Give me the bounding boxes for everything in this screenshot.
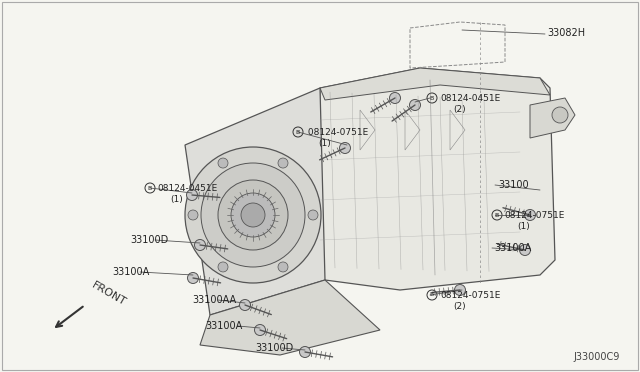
- Text: 33100D: 33100D: [130, 235, 168, 245]
- Text: (1): (1): [517, 221, 530, 231]
- Text: (2): (2): [453, 301, 466, 311]
- Circle shape: [188, 210, 198, 220]
- Polygon shape: [315, 68, 555, 290]
- Circle shape: [241, 203, 265, 227]
- Circle shape: [390, 93, 401, 103]
- Polygon shape: [320, 68, 550, 100]
- Circle shape: [339, 142, 351, 154]
- Circle shape: [552, 107, 568, 123]
- Text: 33100A: 33100A: [494, 243, 531, 253]
- Text: 33100D: 33100D: [255, 343, 293, 353]
- Circle shape: [201, 163, 305, 267]
- Circle shape: [410, 99, 420, 110]
- Text: (2): (2): [453, 105, 466, 113]
- Text: 08124-0451E: 08124-0451E: [157, 183, 217, 192]
- Circle shape: [218, 158, 228, 168]
- Circle shape: [300, 346, 310, 357]
- Text: J33000C9: J33000C9: [573, 352, 620, 362]
- Circle shape: [278, 158, 288, 168]
- Circle shape: [308, 210, 318, 220]
- Text: (1): (1): [318, 138, 331, 148]
- Text: 33100: 33100: [498, 180, 529, 190]
- Text: FRONT: FRONT: [90, 280, 128, 308]
- Circle shape: [454, 285, 465, 295]
- Circle shape: [195, 240, 205, 250]
- Text: 08124-0751E: 08124-0751E: [440, 291, 500, 299]
- Text: B: B: [430, 96, 434, 100]
- Circle shape: [520, 244, 531, 256]
- Text: B: B: [148, 186, 152, 190]
- Polygon shape: [530, 98, 575, 138]
- Circle shape: [525, 209, 536, 221]
- Polygon shape: [185, 88, 325, 315]
- Polygon shape: [200, 280, 380, 355]
- Text: B: B: [495, 212, 499, 218]
- Text: B: B: [430, 292, 434, 298]
- Circle shape: [218, 180, 288, 250]
- Text: (1): (1): [170, 195, 183, 203]
- Circle shape: [218, 262, 228, 272]
- Circle shape: [185, 147, 321, 283]
- Text: 33100AA: 33100AA: [192, 295, 236, 305]
- Text: 08124-0751E: 08124-0751E: [504, 211, 564, 219]
- Text: B: B: [296, 129, 300, 135]
- Text: 33100A: 33100A: [205, 321, 243, 331]
- Circle shape: [239, 299, 250, 311]
- Circle shape: [255, 324, 266, 336]
- Circle shape: [278, 262, 288, 272]
- Circle shape: [188, 273, 198, 283]
- Circle shape: [186, 189, 198, 201]
- Circle shape: [231, 193, 275, 237]
- Text: 33082H: 33082H: [547, 28, 585, 38]
- Text: 33100A: 33100A: [112, 267, 149, 277]
- Text: 08124-0751E: 08124-0751E: [305, 128, 368, 137]
- Text: 08124-0451E: 08124-0451E: [440, 93, 500, 103]
